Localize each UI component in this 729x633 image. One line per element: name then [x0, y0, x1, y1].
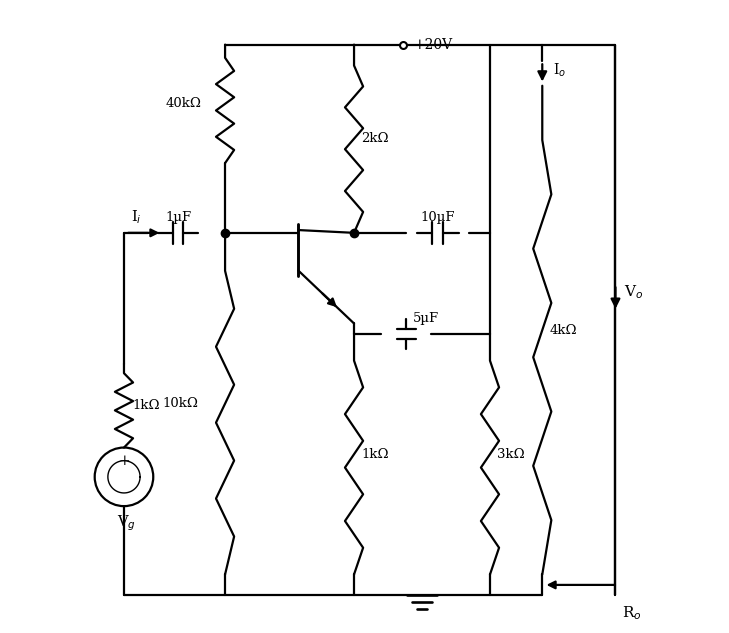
Text: V$_o$: V$_o$	[624, 283, 643, 301]
Text: 1µF: 1µF	[165, 211, 191, 224]
Text: 10kΩ: 10kΩ	[163, 397, 198, 410]
Text: 10µF: 10µF	[421, 211, 455, 224]
Text: 5µF: 5µF	[413, 312, 440, 325]
Text: V$_g$: V$_g$	[117, 514, 136, 534]
Text: 1kΩ: 1kΩ	[133, 399, 160, 412]
Text: 2kΩ: 2kΩ	[361, 132, 389, 145]
Text: I$_o$: I$_o$	[553, 61, 566, 79]
Text: 1kΩ: 1kΩ	[361, 448, 389, 461]
Text: 4kΩ: 4kΩ	[549, 323, 577, 337]
Text: I$_i$: I$_i$	[131, 209, 141, 227]
Text: 3kΩ: 3kΩ	[497, 448, 525, 461]
Text: +: +	[118, 454, 130, 468]
Text: R$_o$: R$_o$	[623, 604, 642, 622]
Text: +20V: +20V	[413, 37, 453, 52]
Text: 40kΩ: 40kΩ	[165, 97, 202, 110]
